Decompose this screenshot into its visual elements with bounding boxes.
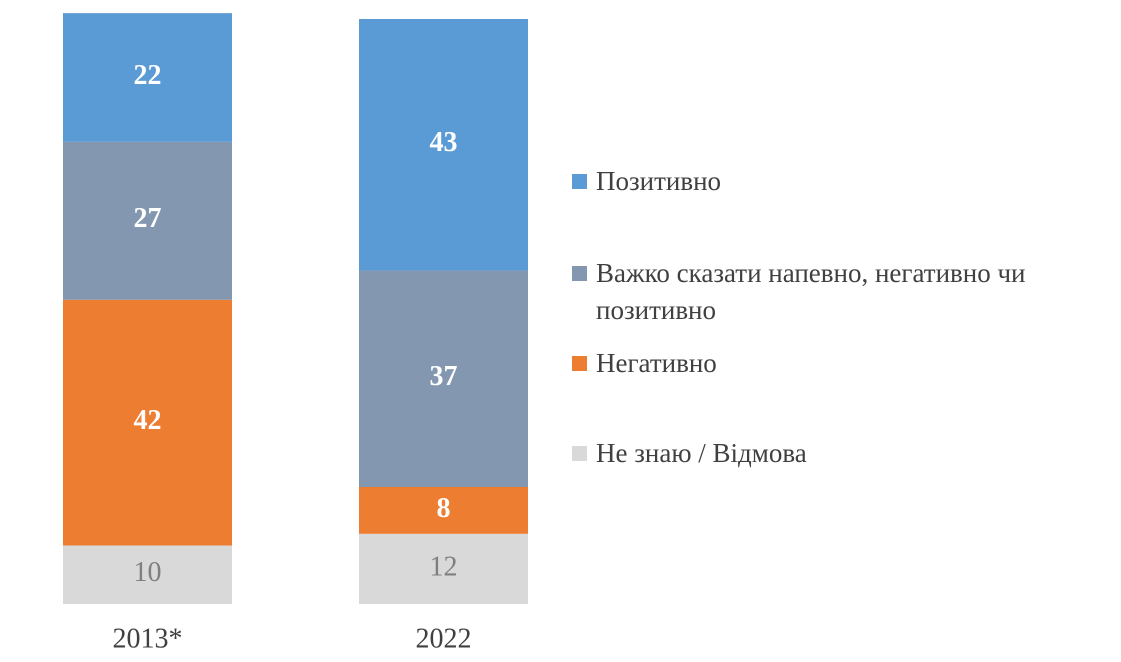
bar-segment [359,270,528,487]
legend-swatch [572,266,587,281]
legend-swatch [572,446,587,461]
bar-segment [63,141,232,300]
legend-swatch [572,356,587,371]
data-label: 42 [134,405,162,436]
x-tick-label: 2013* [113,623,183,654]
data-label: 8 [437,493,451,524]
bar-segment [63,299,232,546]
data-label: 37 [430,361,458,392]
data-label: 22 [134,60,162,91]
data-label: 43 [430,127,458,158]
legend-swatch [572,174,587,189]
legend-item: Важко сказати напевно, негативно чи пози… [572,255,1112,329]
bar-segment [359,487,528,534]
data-label: 12 [430,551,458,582]
bar-segment [359,533,528,604]
legend-label: Негативно [596,348,717,378]
data-label: 10 [134,557,162,588]
bar-segment [359,19,528,271]
bar-segment [63,13,232,142]
legend-label: Не знаю / Відмова [596,438,807,468]
legend-label: Позитивно [596,166,722,196]
legend-item: Негативно [572,345,717,382]
x-tick-label: 2022 [416,623,472,654]
legend-item: Не знаю / Відмова [572,435,807,472]
bar-segment [63,545,232,604]
legend-label: Важко сказати напевно, негативно чи пози… [596,258,1026,325]
legend-item: Позитивно [572,163,721,200]
data-label: 27 [134,203,162,234]
